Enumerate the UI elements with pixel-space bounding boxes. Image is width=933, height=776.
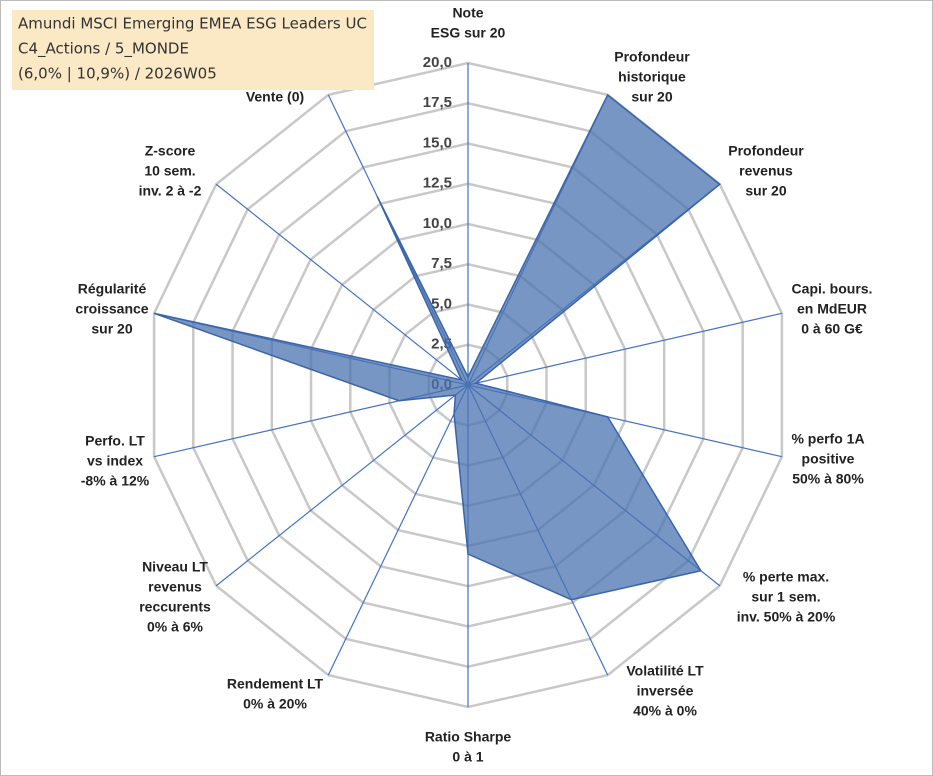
category-label: inv. 50% à 20%	[737, 609, 836, 625]
category-label: Note	[452, 5, 483, 21]
title-box	[12, 10, 374, 90]
spoke	[215, 384, 469, 587]
category-label: sur 20	[745, 183, 786, 199]
plot	[153, 93, 721, 601]
category-label: revenus	[148, 579, 202, 595]
category-label: inv. 2 à -2	[139, 183, 202, 199]
category-label: Capi. bours.	[792, 281, 873, 297]
category-label: reccurents	[139, 599, 211, 615]
category-label: 10 sem.	[144, 163, 195, 179]
r-tick-label: 5,0	[431, 295, 452, 312]
category-label: revenus	[739, 163, 793, 179]
r-tick-label: 7,5	[431, 255, 452, 272]
category-label: Volatilité LT	[626, 663, 704, 679]
category-label: Vente (0)	[246, 89, 304, 105]
chart-title: C4_Actions / 5_MONDE	[18, 40, 189, 59]
chart-title: Amundi MSCI Emerging EMEA ESG Leaders UC	[18, 15, 367, 33]
category-label: en MdEUR	[797, 301, 867, 317]
r-tick-label: 10,0	[423, 215, 452, 232]
category-label: 40% à 0%	[633, 703, 697, 719]
chart-title: (6,0% | 10,9%) / 2026W05	[18, 65, 217, 83]
category-label: croissance	[75, 301, 148, 317]
category-label: Perfo. LT	[85, 433, 145, 449]
category-label: Régularité	[78, 281, 147, 297]
category-label: 0 à 60 G€	[801, 321, 863, 337]
category-label: Ratio Sharpe	[425, 729, 512, 745]
category-label: % perfo 1A	[791, 431, 864, 447]
category-label: Profondeur	[728, 143, 804, 159]
category-label: 0% à 20%	[243, 696, 307, 712]
category-label: 0% à 6%	[147, 619, 204, 635]
labels: Note ESG sur 20 Profondeur historique sur 20…	[75, 5, 872, 765]
category-label: 0 à 1	[452, 749, 483, 765]
category-label: Rendement LT	[227, 676, 324, 692]
r-tick-label: 15,0	[423, 134, 452, 151]
category-label: sur 1 sem.	[751, 589, 820, 605]
category-label: Niveau LT	[142, 559, 208, 575]
title: Amundi MSCI Emerging EMEA ESG Leaders UC…	[18, 15, 367, 83]
r-tick-label: 17,5	[423, 94, 452, 111]
radar-area	[153, 93, 721, 601]
category-label: 50% à 80%	[792, 471, 864, 487]
category-label: vs index	[87, 453, 143, 469]
category-label: Z-score	[145, 143, 196, 159]
category-label: historique	[618, 69, 686, 85]
spoke	[327, 384, 469, 676]
category-label: sur 20	[631, 89, 672, 105]
r-tick-label: 12,5	[423, 175, 452, 192]
category-label: positive	[802, 451, 855, 467]
category-label: sur 20	[91, 321, 132, 337]
spoke	[467, 312, 783, 386]
spoke	[215, 183, 469, 386]
category-label: Profondeur	[614, 49, 690, 65]
category-label: -8% à 12%	[81, 473, 150, 489]
r-tick-label: 20,0	[423, 54, 452, 71]
category-label: ESG sur 20	[431, 25, 506, 41]
category-label: inversée	[637, 683, 694, 699]
category-label: % perte max.	[743, 569, 829, 585]
